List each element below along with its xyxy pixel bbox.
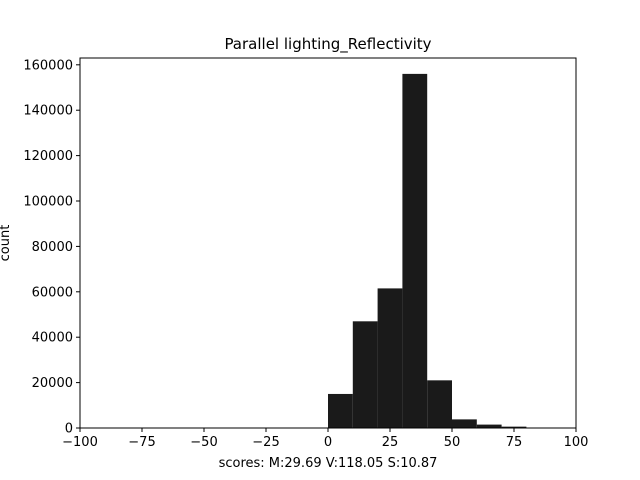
histogram-bar-2: [377, 288, 403, 428]
y-tick-label: 140000: [23, 104, 73, 119]
histogram-bar-5: [452, 419, 477, 428]
y-tick-label: 40000: [32, 331, 73, 346]
histogram-bar-1: [352, 321, 378, 428]
y-tick-label: 80000: [32, 240, 73, 255]
histogram-bar-4: [427, 380, 452, 428]
chart-title: Parallel lighting_Reflectivity: [224, 35, 431, 54]
x-tick-label: 25: [382, 435, 399, 450]
x-tick-label: 0: [324, 435, 332, 450]
plot-frame: [79, 57, 577, 429]
x-axis-ticks: −100 −75 −50 −25 0 25 50 75 100: [62, 428, 588, 450]
histogram-bar-3: [402, 73, 428, 428]
y-axis-label: count: [0, 225, 13, 262]
x-axis-label: scores: M:29.69 V:118.05 S:10.87: [219, 456, 438, 471]
y-tick-label: 100000: [23, 195, 73, 210]
histogram-bar-6: [476, 424, 502, 428]
x-tick-label: −100: [62, 435, 98, 450]
y-tick-label: 160000: [23, 58, 73, 73]
y-axis-ticks: 0 20000 40000 60000 80000 100000 120000 140000 1…: [23, 58, 80, 437]
x-tick-label: 50: [444, 435, 461, 450]
x-tick-label: 100: [564, 435, 589, 450]
histogram-bars: [328, 73, 527, 428]
x-tick-label: −75: [128, 435, 155, 450]
y-tick-label: 60000: [32, 285, 73, 300]
histogram-bar-7: [501, 426, 527, 428]
y-tick-label: 20000: [32, 376, 73, 391]
x-tick-label: −25: [252, 435, 279, 450]
y-tick-label: 120000: [23, 149, 73, 164]
x-tick-label: −50: [190, 435, 217, 450]
y-tick-label: 0: [65, 422, 73, 437]
x-tick-label: 75: [506, 435, 523, 450]
histogram-bar-0: [328, 393, 353, 428]
